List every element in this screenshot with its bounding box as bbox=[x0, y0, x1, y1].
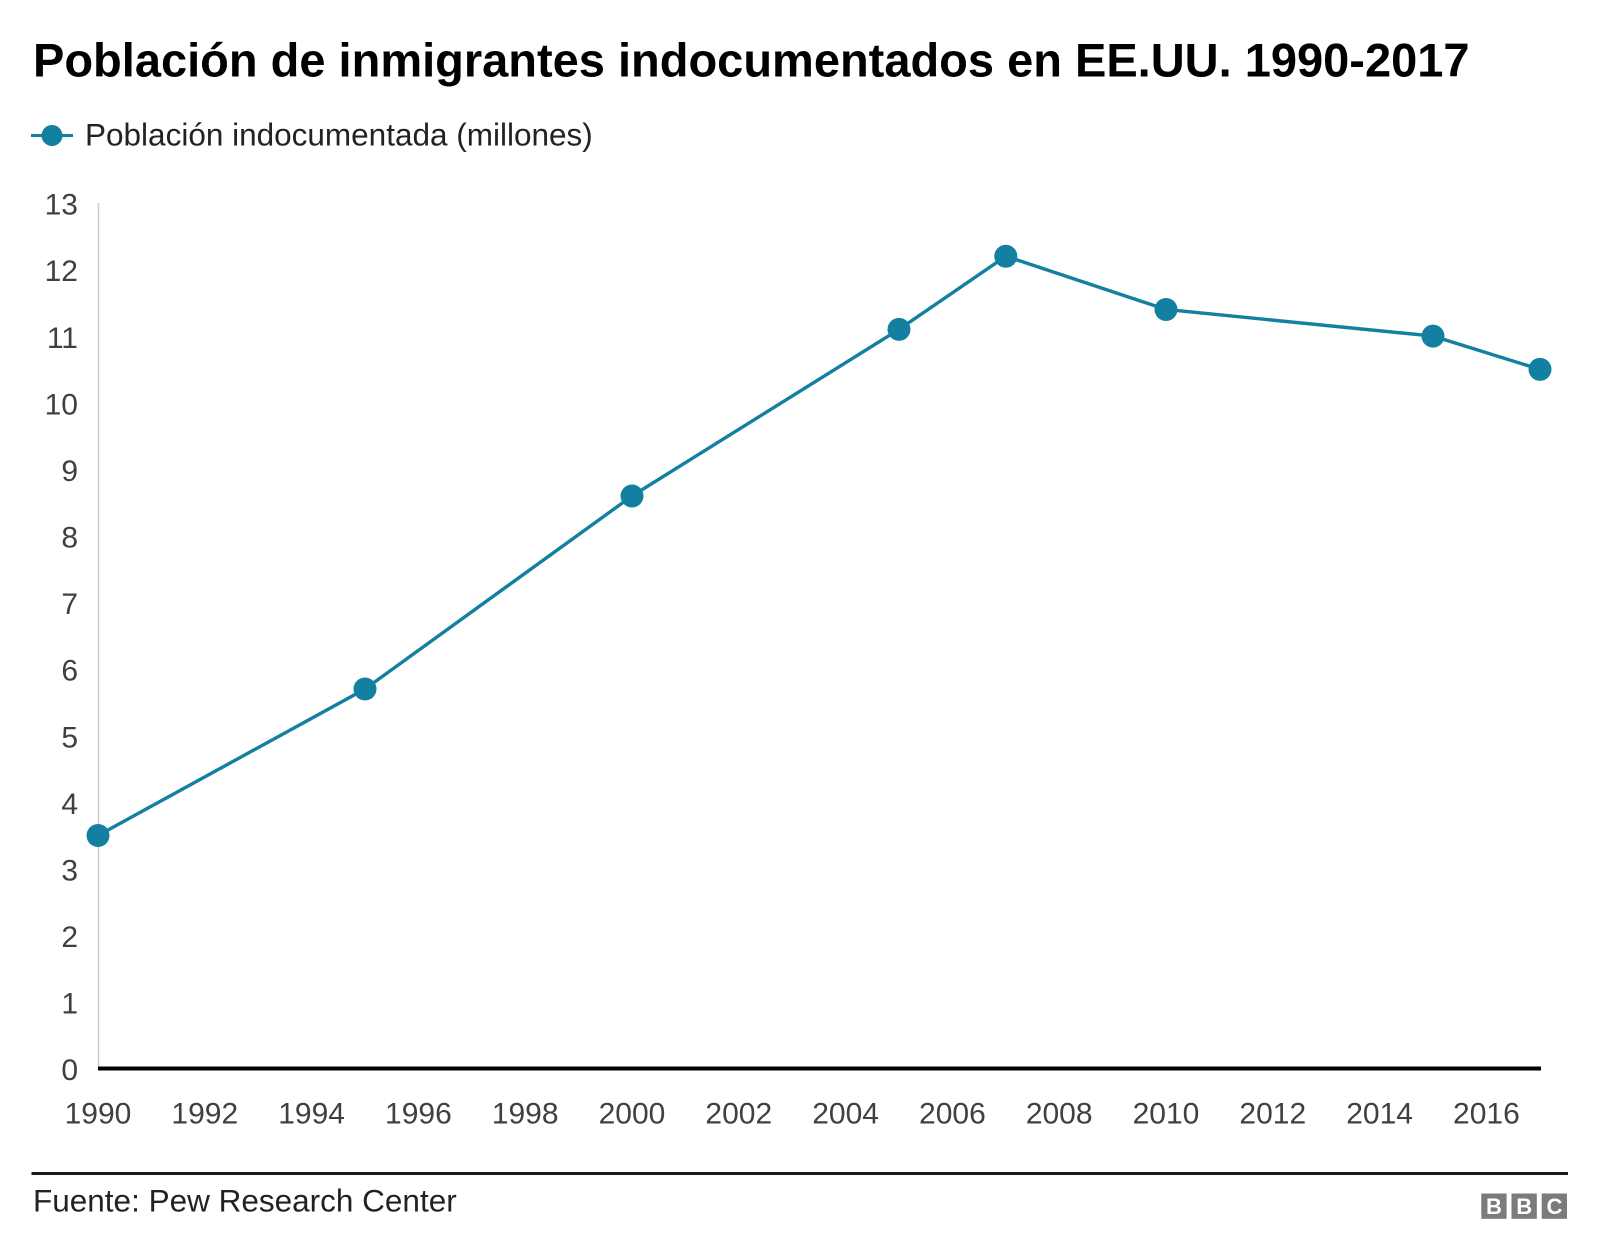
svg-text:2008: 2008 bbox=[1026, 1098, 1093, 1131]
svg-text:8: 8 bbox=[61, 522, 78, 555]
svg-text:6: 6 bbox=[61, 655, 78, 688]
svg-text:Población indocumentada (millo: Población indocumentada (millones) bbox=[85, 117, 593, 153]
svg-text:2: 2 bbox=[61, 921, 78, 954]
svg-text:1996: 1996 bbox=[385, 1098, 452, 1131]
svg-text:2010: 2010 bbox=[1133, 1098, 1200, 1131]
svg-text:4: 4 bbox=[61, 788, 78, 821]
svg-text:1990: 1990 bbox=[65, 1098, 132, 1131]
svg-text:1994: 1994 bbox=[278, 1098, 345, 1131]
svg-text:11: 11 bbox=[47, 322, 78, 355]
svg-text:3: 3 bbox=[61, 854, 78, 887]
svg-text:1998: 1998 bbox=[492, 1098, 559, 1131]
svg-text:1992: 1992 bbox=[171, 1098, 238, 1131]
svg-text:Población de inmigrantes indoc: Población de inmigrantes indocumentados … bbox=[33, 34, 1470, 87]
svg-text:2016: 2016 bbox=[1453, 1098, 1520, 1131]
svg-text:C: C bbox=[1546, 1194, 1562, 1219]
svg-text:2006: 2006 bbox=[919, 1098, 986, 1131]
svg-text:7: 7 bbox=[61, 588, 78, 621]
svg-text:2012: 2012 bbox=[1239, 1098, 1306, 1131]
svg-text:1: 1 bbox=[61, 988, 78, 1021]
svg-text:2000: 2000 bbox=[599, 1098, 666, 1131]
svg-text:5: 5 bbox=[61, 721, 78, 754]
svg-text:12: 12 bbox=[45, 255, 78, 288]
svg-text:B: B bbox=[1486, 1194, 1502, 1219]
svg-text:2004: 2004 bbox=[812, 1098, 879, 1131]
svg-text:B: B bbox=[1516, 1194, 1532, 1219]
svg-text:0: 0 bbox=[61, 1054, 78, 1087]
svg-text:13: 13 bbox=[45, 189, 78, 222]
svg-text:9: 9 bbox=[61, 455, 78, 488]
svg-text:2014: 2014 bbox=[1346, 1098, 1413, 1131]
svg-text:10: 10 bbox=[45, 388, 78, 421]
svg-text:2002: 2002 bbox=[705, 1098, 772, 1131]
svg-text:Fuente: Pew Research Center: Fuente: Pew Research Center bbox=[33, 1183, 457, 1219]
